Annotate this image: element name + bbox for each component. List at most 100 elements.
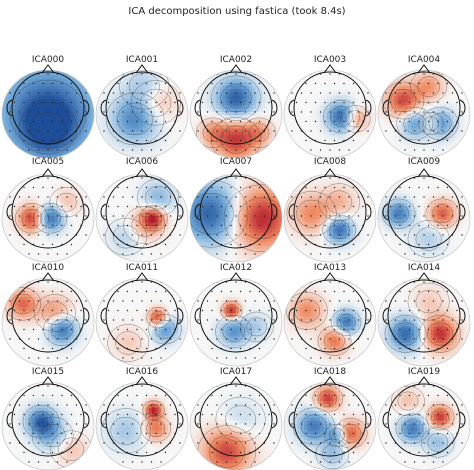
contour-lines [4, 287, 81, 346]
sensor-dots [9, 281, 87, 359]
head-outline [382, 64, 466, 145]
topomap-ica007: ICA007 [189, 157, 283, 263]
contour-lines [15, 187, 84, 234]
contour-lines [196, 75, 276, 158]
outer-outline [283, 173, 377, 263]
component-label: ICA002 [220, 55, 252, 65]
topomap-ica004: ICA004 [377, 55, 471, 159]
topomap-ica018: ICA018 [283, 367, 377, 470]
contour-lines [292, 385, 368, 470]
topomap-ica019: ICA019 [377, 367, 471, 470]
sensor-dots [385, 281, 463, 359]
topomap-ica015: ICA015 [1, 367, 95, 470]
component-label: ICA015 [32, 367, 64, 377]
topomap-ica006: ICA006 [95, 157, 189, 263]
contour-lines [391, 385, 455, 458]
topomap-ica012: ICA012 [189, 263, 283, 367]
sensor-dots [291, 73, 369, 151]
outer-outline [1, 381, 95, 470]
topomap-field [2, 174, 94, 262]
contour-lines [381, 198, 460, 258]
component-label: ICA000 [32, 55, 65, 65]
contour-lines [215, 300, 274, 349]
sensor-dots [197, 177, 275, 255]
component-label: ICA017 [220, 367, 252, 377]
component-label: ICA008 [314, 157, 347, 167]
outer-outline [189, 277, 283, 367]
topomap-ica000: ICA000 [1, 55, 95, 159]
topomap-field [2, 70, 94, 158]
head-outline [194, 64, 278, 145]
component-label: ICA009 [408, 157, 441, 167]
outer-outline [377, 69, 471, 159]
outer-outline [189, 173, 283, 263]
component-label: ICA003 [314, 55, 346, 65]
component-label: ICA016 [126, 367, 159, 377]
outer-outline [283, 277, 377, 367]
outer-outline [95, 69, 189, 159]
head-outline [194, 376, 278, 457]
head-outline [382, 272, 466, 353]
contour-lines [105, 70, 181, 146]
component-label: ICA013 [314, 263, 346, 273]
component-label: ICA005 [32, 157, 64, 167]
outer-outline [1, 173, 95, 263]
head-outline [100, 64, 184, 145]
outer-outline [95, 173, 189, 263]
head-outline [194, 272, 278, 353]
head-outline [288, 376, 372, 457]
sensor-dots [9, 385, 87, 463]
sensor-dots [9, 177, 87, 255]
sensor-dots [197, 73, 275, 151]
component-label: ICA007 [220, 157, 252, 167]
topomap-ica005: ICA005 [1, 157, 95, 263]
head-outline [194, 168, 278, 249]
component-label: ICA001 [126, 55, 158, 65]
outer-outline [377, 173, 471, 263]
topomap-ica011: ICA011 [95, 263, 189, 367]
component-label: ICA019 [408, 367, 441, 377]
outer-outline [189, 69, 283, 159]
contour-lines [104, 178, 180, 256]
head-outline [288, 64, 372, 145]
topomap-ica014: ICA014 [377, 263, 471, 367]
outer-outline [377, 277, 471, 367]
contour-lines [323, 99, 371, 134]
outer-outline [377, 381, 471, 470]
figure-title: ICA decomposition using fastica (took 8.… [128, 6, 346, 17]
outer-outline [95, 277, 189, 367]
outer-outline [189, 381, 283, 470]
topomap-ica002: ICA002 [189, 55, 283, 159]
outer-outline [1, 69, 95, 159]
component-label: ICA004 [408, 55, 441, 65]
topomap-ica017: ICA017 [189, 367, 283, 470]
head-outline [382, 168, 466, 249]
component-label: ICA011 [126, 263, 158, 273]
sensor-dots [197, 385, 275, 463]
contour-lines [286, 291, 362, 356]
topomap-ica010: ICA010 [1, 263, 95, 367]
contour-lines [100, 400, 171, 454]
topomap-ica016: ICA016 [95, 367, 189, 470]
outer-outline [1, 277, 95, 367]
head-outline [382, 376, 466, 457]
head-outline [6, 64, 90, 145]
component-label: ICA006 [126, 157, 159, 167]
outer-outline [283, 69, 377, 159]
outer-outline [95, 381, 189, 470]
head-outline [6, 168, 90, 249]
contour-lines [286, 183, 361, 245]
head-outline [100, 272, 184, 353]
sensor-dots [103, 177, 181, 255]
head-outline [100, 376, 184, 457]
component-label: ICA010 [32, 263, 65, 273]
topomap-ica001: ICA001 [95, 55, 189, 159]
component-label: ICA018 [314, 367, 347, 377]
topomap-ica013: ICA013 [283, 263, 377, 367]
outer-outline [283, 381, 377, 470]
component-label: ICA012 [220, 263, 252, 273]
head-outline [100, 168, 184, 249]
head-outline [6, 272, 90, 353]
